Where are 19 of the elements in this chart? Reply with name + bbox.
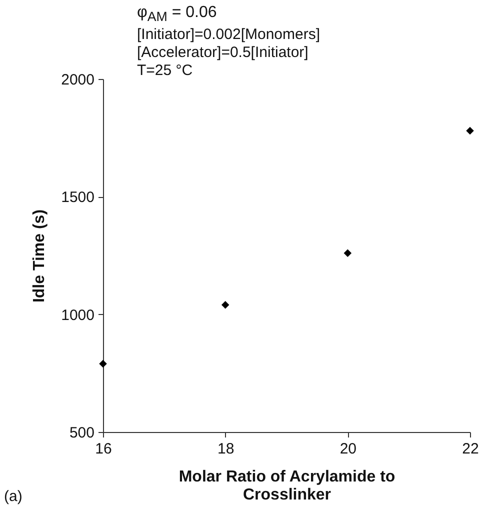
y-tick-label: 500	[69, 424, 94, 442]
point	[466, 126, 474, 135]
text: [Initiator]=0.002[Monomers]	[137, 26, 320, 44]
x-tick-label: 20	[340, 440, 357, 458]
x-tick-label: 22	[462, 440, 479, 458]
text: T=25 °C	[137, 62, 194, 80]
x-axis-title: Molar Ratio of Acrylamide to Crosslinker	[178, 468, 396, 504]
y-tick-label: 1000	[61, 306, 94, 324]
point	[99, 360, 107, 368]
y-tick-label: 1500	[61, 189, 94, 206]
text: φ$_{AM}$ = 0.06	[137, 4, 218, 26]
x-tick-label: 16	[95, 440, 112, 458]
point	[221, 301, 230, 309]
y-tick-label: 2000	[61, 72, 94, 88]
y-axis-title: Idle Time (s)	[31, 209, 48, 303]
x-tick-label: 18	[217, 440, 234, 458]
text: [Accelerator]=0.5[Initiator]	[137, 44, 310, 62]
point	[344, 249, 352, 258]
text: (a)	[4, 488, 22, 505]
